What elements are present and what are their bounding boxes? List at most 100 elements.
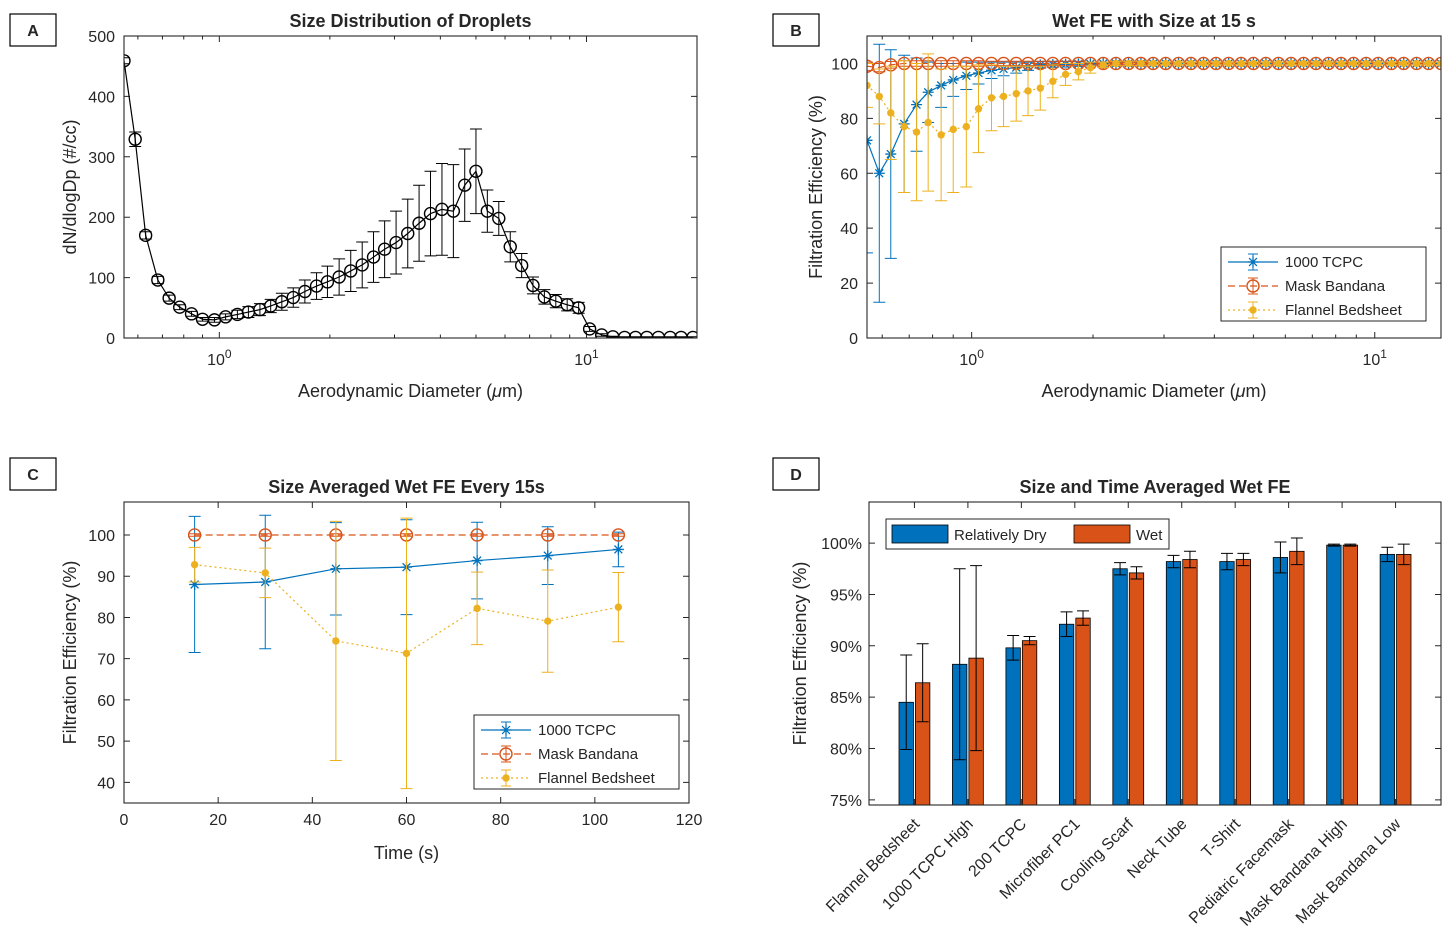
- bar-relatively-dry: [1326, 544, 1342, 806]
- error-bar: [219, 313, 232, 321]
- error-bar: [481, 189, 494, 233]
- data-point: [151, 273, 165, 287]
- legend-marker: [1249, 306, 1257, 314]
- error-bar: [1010, 60, 1023, 67]
- data-point: [138, 228, 153, 243]
- error-bar: [435, 162, 448, 256]
- data-point: [873, 167, 885, 179]
- data-point: [173, 300, 187, 314]
- data-point: [1061, 70, 1070, 79]
- error-bar: [469, 128, 482, 215]
- y-axis-label: Filtration Efficiency (%): [60, 561, 80, 745]
- data-point: [1112, 59, 1120, 68]
- error-bar: [1034, 60, 1047, 67]
- legend: 1000 TCPC Mask Bandana Flannel Bedsheet: [473, 714, 680, 790]
- legend: 1000 TCPC Mask Bandana Flannel Bedsheet: [1220, 246, 1427, 322]
- data-point: [537, 290, 552, 304]
- error-bar: [1397, 543, 1410, 566]
- error-bar: [471, 533, 484, 537]
- y-tick-label: 40: [840, 221, 858, 238]
- data-point: [377, 242, 392, 256]
- y-tick-label: 200: [88, 210, 115, 227]
- plot-series-group: [867, 36, 1441, 303]
- data-point: [1424, 59, 1433, 68]
- error-bar: [367, 231, 380, 283]
- data-point: [1274, 59, 1283, 68]
- plot-frame: [868, 501, 1442, 806]
- data-point: [503, 240, 517, 254]
- error-bar: [1290, 537, 1303, 566]
- data-point: [366, 250, 381, 264]
- x-tick-label: 120: [676, 812, 703, 829]
- panel-label-box: [772, 457, 820, 491]
- data-point: [189, 578, 201, 590]
- legend-marker: [1247, 256, 1259, 268]
- x-tick-label: 100: [581, 812, 608, 829]
- legend-marker: [1246, 279, 1260, 293]
- error-bar: [173, 304, 186, 311]
- data-point: [1387, 59, 1396, 68]
- data-point: [614, 603, 623, 611]
- data-point: [124, 54, 131, 68]
- data-point: [355, 258, 369, 272]
- data-point: [492, 211, 506, 226]
- error-bar: [1435, 61, 1441, 66]
- data-point: [1237, 59, 1245, 68]
- error-bar: [163, 294, 176, 302]
- plot-frame: [123, 35, 698, 339]
- error-bar: [185, 310, 198, 317]
- data-point: [412, 216, 426, 230]
- error-bar: [583, 326, 596, 332]
- legend-label: Flannel Bedsheet: [538, 770, 656, 787]
- data-point: [526, 278, 540, 293]
- series-data: [124, 54, 697, 338]
- y-axis-label: Filtration Efficiency (%): [790, 562, 810, 746]
- category-label: Mask Bandana High: [1237, 816, 1351, 930]
- data-point: [962, 122, 971, 131]
- chart-title: Size and Time Averaged Wet FE: [1019, 477, 1290, 497]
- series-flannel-bedsheet: [188, 517, 625, 790]
- data-point: [1074, 67, 1083, 76]
- data-point: [332, 637, 340, 645]
- error-bar: [321, 265, 334, 299]
- bar-wet: [1075, 617, 1091, 806]
- error-bar: [310, 272, 323, 300]
- y-tick-label: 80: [97, 610, 115, 627]
- error-bar: [492, 200, 505, 236]
- y-tick-label: 90: [97, 569, 115, 586]
- data-point: [320, 275, 335, 289]
- data-point: [1199, 59, 1208, 68]
- x-tick-label: 20: [209, 812, 227, 829]
- error-bar: [867, 62, 873, 108]
- error-bar: [124, 57, 130, 65]
- error-bar: [1381, 546, 1394, 563]
- error-bar: [538, 289, 551, 305]
- panel-b-wet-fe-with-size: B 0 20 40 60 80 100 100 101 Wet FE with Size at 1…: [772, 11, 1442, 401]
- panel-label: A: [27, 23, 39, 40]
- data-point: [470, 528, 484, 542]
- data-point: [1137, 59, 1145, 68]
- error-bar: [196, 316, 209, 322]
- bar-relatively-dry: [1219, 561, 1235, 806]
- error-bar: [1007, 635, 1020, 661]
- data-point: [1262, 59, 1270, 68]
- panel-label-box: [9, 13, 57, 47]
- bar-wet: [1182, 559, 1198, 806]
- legend: Relatively Dry Wet: [885, 518, 1170, 550]
- data-point: [1337, 59, 1345, 68]
- data-point: [887, 109, 895, 117]
- data-point: [286, 290, 300, 305]
- error-bar: [390, 210, 403, 275]
- y-tick-label: 100: [88, 528, 115, 545]
- legend-swatch: [1073, 524, 1131, 544]
- error-bar: [541, 533, 554, 537]
- plot-series-group: [124, 54, 697, 338]
- error-bar: [1023, 636, 1036, 646]
- data-point: [1086, 63, 1095, 72]
- legend-label: Mask Bandana: [538, 746, 639, 763]
- error-bar: [378, 220, 391, 279]
- error-bar: [298, 279, 311, 304]
- series-flannel-bedsheet: [867, 53, 1441, 202]
- data-point: [611, 528, 626, 542]
- data-point: [261, 569, 269, 577]
